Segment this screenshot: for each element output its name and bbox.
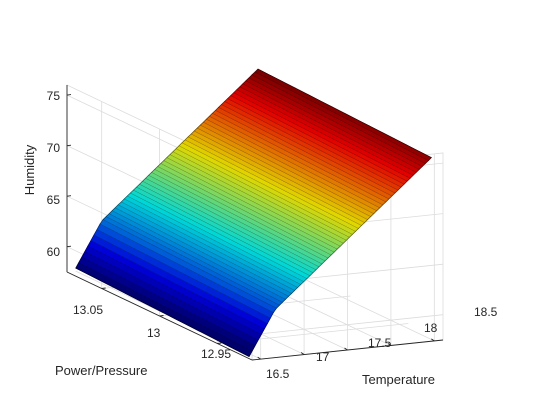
x-axis-label: Temperature	[362, 372, 435, 387]
z-tick-label: 60	[47, 245, 61, 259]
mesh-line	[154, 169, 329, 259]
mesh-line	[160, 163, 335, 253]
mesh-line	[236, 89, 411, 179]
z-axis: 60 65 70 75	[47, 89, 61, 259]
mesh-line	[99, 223, 274, 313]
mesh-line	[212, 113, 387, 203]
x-tick-label: 18.5	[474, 305, 498, 319]
mesh-line	[248, 77, 423, 167]
x-tick-label: 16.5	[266, 367, 290, 381]
mesh-line	[206, 118, 380, 209]
mesh-line	[157, 166, 332, 256]
mesh-line	[121, 201, 295, 291]
mesh-line	[224, 101, 399, 191]
mesh-line	[172, 151, 347, 241]
mesh-line	[148, 175, 323, 265]
z-tick-label: 70	[47, 141, 61, 155]
mesh-line	[127, 195, 301, 285]
mesh-line	[175, 148, 350, 238]
y-axis-label: Power/Pressure	[55, 363, 147, 378]
z-tick-mark	[66, 144, 72, 147]
z-tick-label: 75	[47, 89, 61, 103]
x-tick-mark	[431, 338, 435, 342]
mesh-line	[133, 189, 308, 279]
x-tick-mark	[300, 352, 305, 355]
y-axis: 13.05 13 12.95	[73, 303, 231, 361]
y-tick-mark	[159, 315, 164, 317]
mesh-line	[93, 234, 268, 324]
z-tick-mark	[66, 195, 72, 197]
mesh-line	[178, 145, 353, 235]
surface-outline	[75, 68, 432, 358]
mesh-line	[105, 216, 280, 306]
x-tick-label: 17	[316, 350, 330, 364]
mesh-line	[242, 83, 417, 173]
mesh-line	[254, 71, 429, 161]
mesh-line	[169, 154, 344, 244]
y-tick-mark	[217, 342, 222, 344]
mesh-line	[118, 204, 292, 294]
mesh-line	[111, 210, 286, 300]
mesh-line	[209, 116, 383, 206]
mesh-line	[151, 172, 326, 262]
mesh-line	[130, 192, 304, 282]
surface-plot	[75, 68, 432, 357]
mesh-line	[115, 207, 289, 297]
mesh-line	[139, 183, 314, 273]
x-tick-mark	[257, 356, 261, 360]
y-tick-label: 13	[147, 326, 161, 340]
mesh-line	[181, 142, 356, 232]
x-tick-label: 18	[424, 321, 438, 335]
mesh-line	[197, 127, 371, 217]
mesh-line	[84, 251, 259, 341]
axis-box	[66, 85, 444, 361]
mesh-line	[87, 245, 262, 335]
x-tick-label: 17.5	[368, 336, 392, 350]
mesh-line	[78, 262, 253, 352]
y-tick-label: 13.05	[73, 303, 103, 317]
mesh-line	[102, 219, 277, 309]
mesh-line	[251, 74, 426, 164]
mesh-line	[233, 92, 408, 182]
mesh-line	[227, 98, 402, 188]
mesh-line	[215, 110, 390, 200]
z-tick-label: 65	[47, 193, 61, 207]
mesh-line	[136, 186, 311, 276]
mesh-line	[203, 121, 377, 211]
mesh-line	[200, 124, 374, 214]
mesh-line	[166, 157, 341, 247]
y-tick-label: 12.95	[201, 347, 231, 361]
z-tick-mark	[66, 94, 72, 96]
mesh-line	[187, 136, 362, 226]
x-axis: 16.5 17 17.5 18 18.5	[266, 305, 498, 381]
mesh-line	[108, 213, 283, 303]
mesh-line	[194, 130, 368, 220]
x-tick-mark	[344, 347, 348, 351]
mesh-line	[221, 104, 396, 194]
mesh-line	[145, 178, 320, 268]
surface-mesh	[75, 68, 432, 358]
mesh-line	[81, 256, 256, 346]
mesh-line	[163, 160, 338, 250]
z-axis-label: Humidity	[22, 144, 37, 195]
mesh-line	[191, 133, 365, 223]
mesh-line	[96, 229, 271, 319]
mesh-line	[142, 180, 317, 271]
mesh-line	[218, 107, 393, 197]
z-tick-mark	[66, 245, 72, 248]
mesh-line	[90, 240, 265, 330]
mesh-line	[239, 86, 414, 176]
mesh-line	[184, 139, 359, 229]
mesh-line	[230, 95, 405, 185]
mesh-line	[124, 198, 298, 288]
x-tick-mark	[387, 343, 392, 346]
mesh-line	[245, 80, 420, 170]
y-tick-mark	[101, 287, 106, 289]
